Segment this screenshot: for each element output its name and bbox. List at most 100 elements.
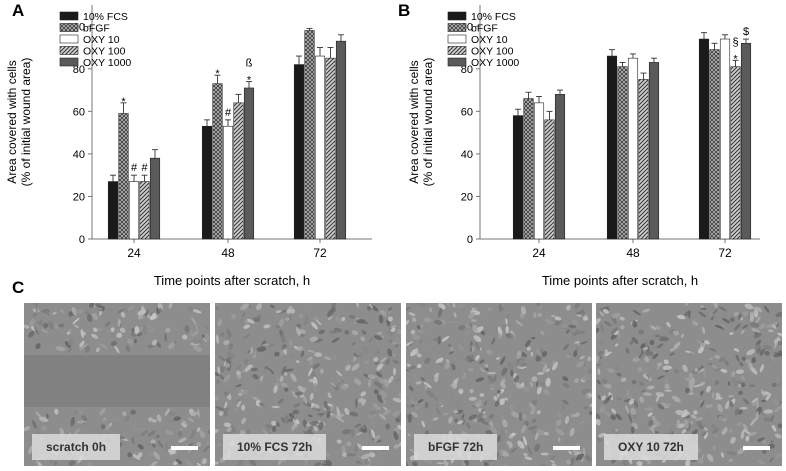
bar — [606, 55, 618, 240]
panel-c-label: C — [12, 278, 24, 297]
legend-swatch — [59, 57, 79, 67]
bar — [335, 40, 347, 240]
bar — [243, 87, 255, 240]
legend-label: OXY 10 — [471, 34, 508, 46]
significance-mark: # — [131, 162, 138, 174]
panel-b-label: B — [398, 1, 410, 20]
scale-bar — [743, 446, 770, 450]
bar — [719, 38, 731, 240]
micrograph-oxy10-72h: OXY 10 72h — [596, 303, 782, 466]
bar — [325, 57, 336, 240]
bar — [627, 57, 639, 240]
y-tick-label: 20 — [461, 191, 473, 203]
y-axis-label: (% of initial wound area) — [19, 58, 33, 187]
y-tick-label: 0 — [467, 234, 473, 246]
legend-swatch — [447, 11, 467, 21]
bar — [139, 181, 150, 240]
y-axis-label: Area covered with cells — [407, 60, 421, 183]
bar — [709, 49, 720, 240]
significance-mark: * — [247, 75, 252, 87]
x-axis-label: Time points after scratch, h — [154, 273, 310, 288]
legend-label: OXY 1000 — [471, 57, 519, 69]
legend-swatch — [59, 34, 79, 44]
bar — [698, 38, 710, 240]
significance-mark: # — [141, 162, 148, 174]
legend-swatch — [447, 23, 467, 32]
significance-mark: * — [733, 53, 738, 65]
y-tick-label: 20 — [73, 191, 85, 203]
bar — [149, 157, 161, 240]
bar — [107, 181, 119, 240]
bar — [554, 94, 566, 240]
legend-swatch — [59, 46, 79, 55]
x-tick-label: 48 — [626, 246, 640, 260]
bar — [523, 98, 534, 240]
legend-label: OXY 100 — [83, 46, 126, 58]
legend-label: OXY 1000 — [83, 57, 131, 69]
micrograph-caption: scratch 0h — [32, 434, 121, 460]
y-tick-label: 60 — [461, 106, 473, 118]
bar — [293, 64, 305, 240]
micrograph-texture — [596, 303, 782, 466]
bar — [233, 102, 244, 240]
y-tick-label: 80 — [461, 64, 473, 76]
x-tick-label: 24 — [127, 246, 141, 260]
y-tick-label: 40 — [73, 149, 85, 161]
legend-label: bFGF — [83, 23, 110, 35]
legend-swatch — [447, 46, 467, 55]
legend-swatch — [447, 57, 467, 67]
significance-mark: # — [225, 107, 232, 119]
bar — [201, 125, 213, 240]
x-tick-label: 72 — [718, 246, 732, 260]
legend-swatch — [59, 23, 79, 32]
legend-label: bFGF — [471, 23, 498, 35]
x-tick-label: 24 — [532, 246, 546, 260]
y-axis-label: Area covered with cells — [5, 60, 19, 183]
bar — [544, 119, 555, 240]
bar — [648, 62, 660, 240]
legend-label: OXY 10 — [83, 34, 120, 46]
y-tick-label: 40 — [461, 149, 473, 161]
significance-mark: ß — [246, 58, 253, 70]
legend-label: 10% FCS — [471, 11, 516, 23]
bar — [740, 42, 752, 240]
significance-mark: $ — [743, 26, 749, 38]
significance-mark: * — [121, 96, 126, 108]
scale-bar — [362, 446, 389, 450]
micrograph-caption: bFGF 72h — [414, 434, 498, 460]
micrograph-fcs-72h: 10% FCS 72h — [215, 303, 401, 466]
micrograph-caption: 10% FCS 72h — [223, 434, 327, 460]
bar — [617, 66, 628, 240]
legend-swatch — [447, 34, 467, 44]
micrograph-scratch-0h: scratch 0h — [24, 303, 210, 466]
bar — [638, 79, 649, 240]
legend-label: OXY 100 — [471, 46, 514, 58]
significance-mark: § — [732, 36, 738, 48]
y-axis-label: (% of initial wound area) — [421, 58, 435, 187]
scale-bar — [553, 446, 580, 450]
bar — [730, 66, 741, 240]
x-tick-label: 72 — [313, 246, 327, 260]
bar — [118, 113, 129, 240]
scale-bar — [171, 446, 198, 450]
bar — [314, 55, 326, 240]
panel-a-label: A — [12, 1, 24, 20]
x-axis-label: Time points after scratch, h — [542, 273, 698, 288]
bar — [304, 30, 315, 240]
bar — [128, 181, 140, 240]
y-tick-label: 80 — [73, 64, 85, 76]
micrograph-caption: OXY 10 72h — [604, 434, 698, 460]
y-tick-label: 0 — [79, 234, 85, 246]
micrograph-bfgf-72h: bFGF 72h — [406, 303, 592, 466]
bar — [512, 115, 524, 240]
micrograph-texture — [406, 303, 592, 466]
x-tick-label: 48 — [221, 246, 235, 260]
y-tick-label: 60 — [73, 106, 85, 118]
legend-swatch — [59, 11, 79, 21]
significance-mark: * — [215, 68, 220, 80]
bar — [533, 102, 545, 240]
bar — [222, 125, 234, 240]
bar — [212, 83, 223, 240]
